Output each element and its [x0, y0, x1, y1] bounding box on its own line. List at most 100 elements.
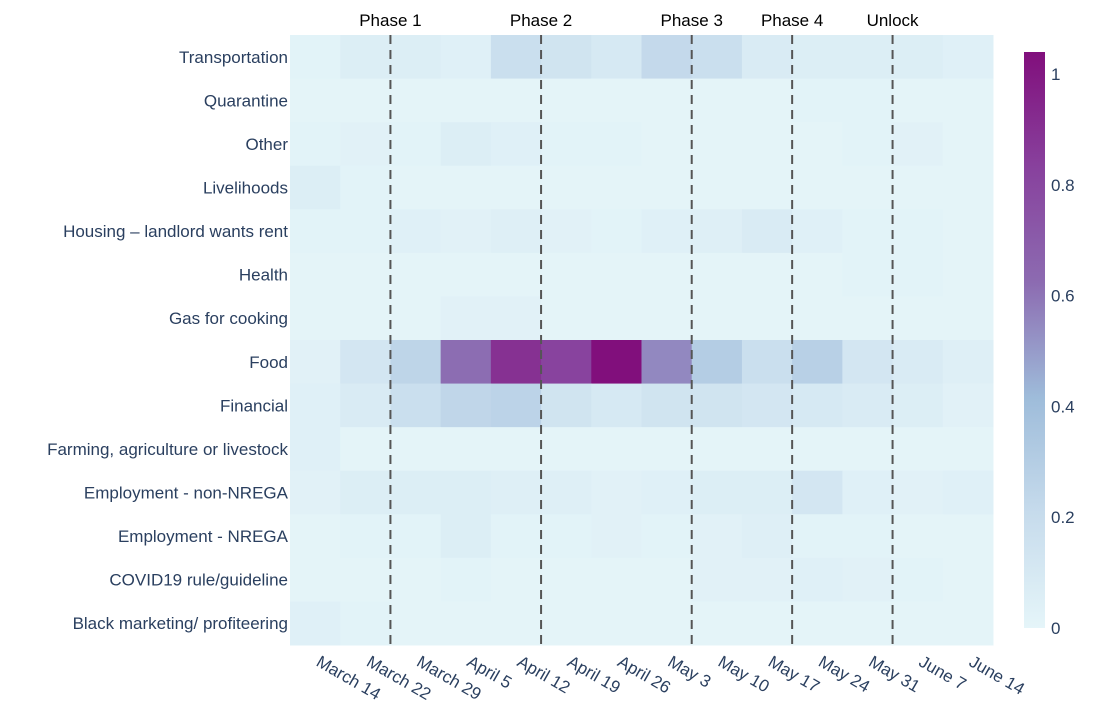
heatmap-cell: [440, 78, 492, 123]
heatmap-cell: [340, 340, 391, 385]
heatmap-cell: [942, 252, 994, 297]
heatmap-cell: [942, 78, 994, 123]
heatmap-cell: [541, 122, 592, 167]
y-tick-label: Livelihoods: [203, 179, 288, 198]
heatmap-cell: [741, 557, 793, 602]
heatmap-cell: [792, 340, 843, 385]
heatmap-cell: [842, 470, 894, 515]
heatmap-cell: [290, 122, 341, 167]
heatmap-cell: [340, 122, 391, 167]
heatmap-cell: [390, 35, 442, 80]
heatmap-cell: [792, 296, 843, 341]
heatmap-cell: [842, 427, 894, 472]
heatmap-cell: [792, 209, 843, 254]
heatmap-cell: [541, 514, 592, 559]
x-tick-label: April 12: [514, 652, 573, 697]
heatmap-cell: [842, 78, 894, 123]
heatmap-cell: [942, 557, 994, 602]
x-tick-label: May 24: [815, 652, 873, 696]
heatmap-cell: [892, 165, 944, 210]
heatmap-cell: [691, 340, 743, 385]
heatmap-cell: [490, 252, 542, 297]
heatmap-cell: [390, 296, 442, 341]
heatmap-cell: [440, 601, 492, 646]
heatmap-cell: [440, 122, 492, 167]
heatmap-cell: [792, 78, 843, 123]
heatmap-cell: [741, 35, 793, 80]
heatmap-cell: [842, 122, 894, 167]
heatmap-cell: [842, 35, 894, 80]
heatmap-cell: [591, 340, 642, 385]
heatmap-cell: [290, 427, 341, 472]
heatmap-cell: [792, 601, 843, 646]
heatmap-cell: [440, 340, 492, 385]
heatmap-cell: [741, 252, 793, 297]
heatmap-cell: [490, 340, 542, 385]
heatmap-cell: [741, 78, 793, 123]
heatmap-cell: [792, 165, 843, 210]
heatmap-cell: [591, 35, 642, 80]
heatmap-cell: [792, 383, 843, 428]
heatmap-cell: [290, 35, 341, 80]
y-tick-label: Health: [239, 266, 288, 285]
phase-label: Phase 3: [661, 11, 723, 30]
heatmap-cell: [290, 601, 341, 646]
heatmap-cell: [892, 601, 944, 646]
colorbar: [1024, 52, 1045, 628]
heatmap-cell: [591, 427, 642, 472]
phase-label: Phase 1: [359, 11, 421, 30]
heatmap-cell: [340, 557, 391, 602]
heatmap-cell: [490, 383, 542, 428]
heatmap-cell: [591, 252, 642, 297]
heatmap-cell: [691, 296, 743, 341]
heatmap-cell: [741, 470, 793, 515]
x-tick-label: June 7: [916, 652, 970, 694]
heatmap-cell: [340, 383, 391, 428]
heatmap-cell: [792, 122, 843, 167]
heatmap-cell: [741, 122, 793, 167]
heatmap-cell: [892, 209, 944, 254]
x-tick-label: June 14: [966, 652, 1028, 699]
heatmap-cell: [641, 296, 693, 341]
heatmap-cell: [691, 122, 743, 167]
heatmap-cell: [892, 427, 944, 472]
heatmap-cell: [591, 601, 642, 646]
heatmap-cell: [892, 340, 944, 385]
heatmap-cell: [942, 514, 994, 559]
x-tick-label: May 10: [715, 652, 773, 696]
colorbar-tick-label: 0.8: [1051, 176, 1075, 195]
heatmap-cell: [490, 601, 542, 646]
heatmap-cell: [691, 78, 743, 123]
heatmap-cell: [290, 470, 341, 515]
heatmap-cell: [591, 470, 642, 515]
heatmap-cell: [440, 557, 492, 602]
heatmap-cell: [741, 209, 793, 254]
heatmap-cell: [792, 427, 843, 472]
heatmap-cell: [942, 383, 994, 428]
heatmap-cell: [290, 209, 341, 254]
heatmap-cell: [691, 557, 743, 602]
y-tick-label: Other: [245, 135, 288, 154]
heatmap-cell: [892, 557, 944, 602]
heatmap-cell: [942, 165, 994, 210]
x-tick-label: April 26: [614, 652, 673, 697]
x-tick-label: May 3: [665, 652, 715, 692]
heatmap-cell: [440, 514, 492, 559]
heatmap-cell: [541, 470, 592, 515]
phase-label: Phase 2: [510, 11, 572, 30]
heatmap-cell: [641, 427, 693, 472]
heatmap-cell: [440, 165, 492, 210]
heatmap-cell: [942, 209, 994, 254]
heatmap-cell: [340, 35, 391, 80]
heatmap-cell: [842, 209, 894, 254]
heatmap-cell: [490, 557, 542, 602]
heatmap-cell: [892, 514, 944, 559]
heatmap-cell: [541, 340, 592, 385]
y-tick-label: Gas for cooking: [169, 309, 288, 328]
heatmap-cell: [892, 296, 944, 341]
heatmap-cell: [490, 209, 542, 254]
heatmap-cell: [641, 209, 693, 254]
heatmap-cell: [541, 296, 592, 341]
heatmap-cell: [290, 252, 341, 297]
